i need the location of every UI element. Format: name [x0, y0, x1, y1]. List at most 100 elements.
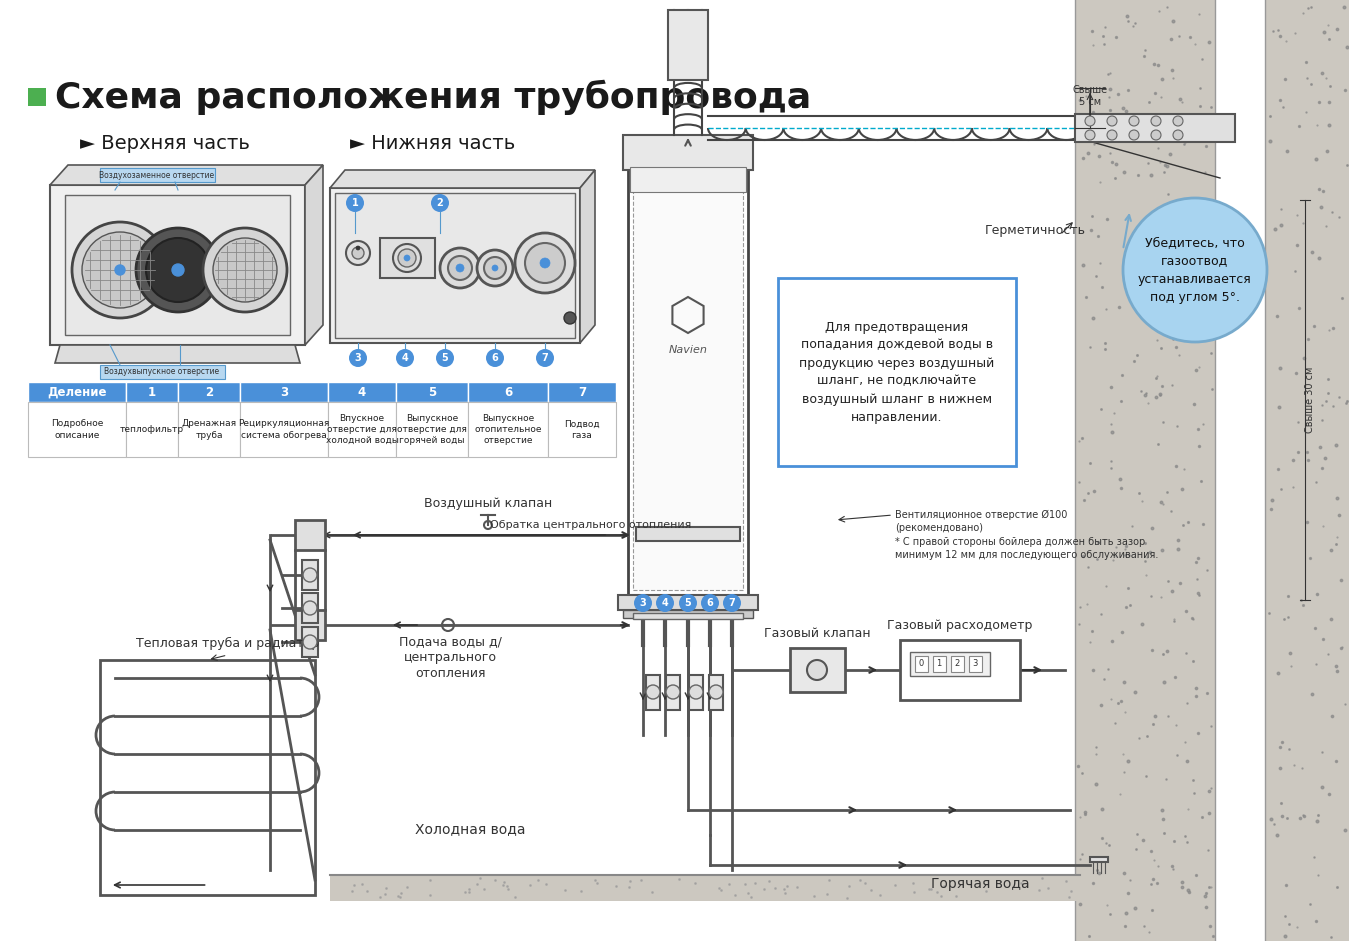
Circle shape [564, 312, 576, 324]
Text: Холодная вода: Холодная вода [414, 822, 525, 836]
FancyBboxPatch shape [934, 656, 946, 672]
Text: Тепловая труба и радиатор: Тепловая труба и радиатор [136, 637, 320, 650]
Circle shape [349, 349, 367, 367]
Text: Газовый расходометр: Газовый расходометр [888, 619, 1033, 632]
Circle shape [1151, 116, 1161, 126]
Text: 3: 3 [973, 660, 978, 668]
Text: 2: 2 [205, 386, 213, 398]
Text: 7: 7 [542, 353, 549, 363]
FancyBboxPatch shape [623, 610, 753, 618]
Text: 0: 0 [919, 660, 924, 668]
Text: 2: 2 [954, 660, 959, 668]
FancyBboxPatch shape [335, 193, 575, 338]
Circle shape [723, 594, 741, 612]
FancyBboxPatch shape [548, 382, 616, 402]
Circle shape [666, 685, 680, 699]
FancyBboxPatch shape [468, 402, 548, 457]
FancyBboxPatch shape [178, 402, 240, 457]
FancyBboxPatch shape [28, 382, 125, 402]
FancyBboxPatch shape [295, 520, 325, 550]
Circle shape [213, 238, 277, 302]
FancyBboxPatch shape [1075, 0, 1215, 941]
Text: 7: 7 [577, 386, 585, 398]
FancyBboxPatch shape [778, 278, 1016, 466]
Circle shape [345, 194, 364, 212]
FancyBboxPatch shape [100, 660, 316, 895]
Text: Свыше 30 см: Свыше 30 см [1304, 367, 1315, 433]
Circle shape [398, 249, 415, 267]
Circle shape [1174, 130, 1183, 140]
Circle shape [403, 255, 410, 261]
FancyBboxPatch shape [915, 656, 928, 672]
Circle shape [71, 222, 169, 318]
FancyBboxPatch shape [331, 876, 1081, 901]
Polygon shape [55, 345, 299, 363]
Circle shape [1129, 116, 1139, 126]
Text: Рециркуляционная
система обогрева: Рециркуляционная система обогрева [239, 420, 329, 439]
Circle shape [1085, 116, 1095, 126]
Circle shape [1122, 198, 1267, 342]
Circle shape [136, 228, 220, 312]
Circle shape [356, 246, 360, 250]
FancyBboxPatch shape [28, 402, 125, 457]
Circle shape [710, 685, 723, 699]
FancyBboxPatch shape [710, 675, 723, 710]
FancyBboxPatch shape [548, 402, 616, 457]
Text: ► Верхняя часть: ► Верхняя часть [80, 134, 250, 152]
FancyBboxPatch shape [689, 675, 703, 710]
Circle shape [393, 244, 421, 272]
Text: 4: 4 [357, 386, 366, 398]
FancyBboxPatch shape [666, 675, 680, 710]
Circle shape [202, 228, 287, 312]
Text: Обратка центрального отопления: Обратка центрального отопления [490, 520, 692, 530]
Circle shape [701, 594, 719, 612]
FancyBboxPatch shape [328, 402, 397, 457]
Text: Горячая вода: Горячая вода [931, 877, 1029, 891]
FancyBboxPatch shape [178, 382, 240, 402]
FancyBboxPatch shape [633, 613, 743, 619]
Circle shape [515, 233, 575, 293]
Circle shape [478, 250, 513, 286]
FancyBboxPatch shape [951, 656, 965, 672]
Text: Подробное
описание: Подробное описание [51, 420, 103, 439]
Circle shape [656, 594, 674, 612]
Text: Газовый клапан: Газовый клапан [764, 627, 870, 640]
Circle shape [1085, 130, 1095, 140]
Circle shape [1174, 116, 1183, 126]
Text: 7: 7 [728, 598, 735, 608]
Text: 3: 3 [639, 598, 646, 608]
Text: 1: 1 [148, 386, 156, 398]
FancyBboxPatch shape [302, 627, 318, 657]
Circle shape [352, 247, 364, 259]
Circle shape [456, 264, 464, 272]
Text: 3: 3 [281, 386, 289, 398]
Text: Схема расположения трубопровода: Схема расположения трубопровода [55, 79, 811, 115]
FancyBboxPatch shape [468, 382, 548, 402]
Circle shape [304, 635, 317, 649]
Text: Впускное
отверстие для
холодной воды: Впускное отверстие для холодной воды [325, 414, 398, 445]
FancyBboxPatch shape [646, 675, 660, 710]
FancyBboxPatch shape [635, 527, 741, 541]
Circle shape [440, 248, 480, 288]
Polygon shape [580, 170, 595, 343]
Circle shape [82, 232, 158, 308]
Circle shape [146, 238, 210, 302]
Circle shape [484, 257, 506, 279]
Circle shape [1151, 130, 1161, 140]
Circle shape [173, 264, 183, 276]
Text: 5: 5 [441, 353, 448, 363]
Circle shape [525, 243, 565, 283]
Text: 6: 6 [505, 386, 513, 398]
FancyBboxPatch shape [397, 382, 468, 402]
Text: 2: 2 [437, 198, 444, 208]
Circle shape [646, 685, 660, 699]
FancyBboxPatch shape [328, 382, 397, 402]
Text: 6: 6 [491, 353, 498, 363]
FancyBboxPatch shape [125, 402, 178, 457]
FancyBboxPatch shape [911, 652, 990, 676]
Text: 1: 1 [936, 660, 942, 668]
Text: 5: 5 [685, 598, 692, 608]
Circle shape [436, 349, 455, 367]
Circle shape [634, 594, 652, 612]
Text: ► Нижняя часть: ► Нижняя часть [349, 134, 515, 152]
